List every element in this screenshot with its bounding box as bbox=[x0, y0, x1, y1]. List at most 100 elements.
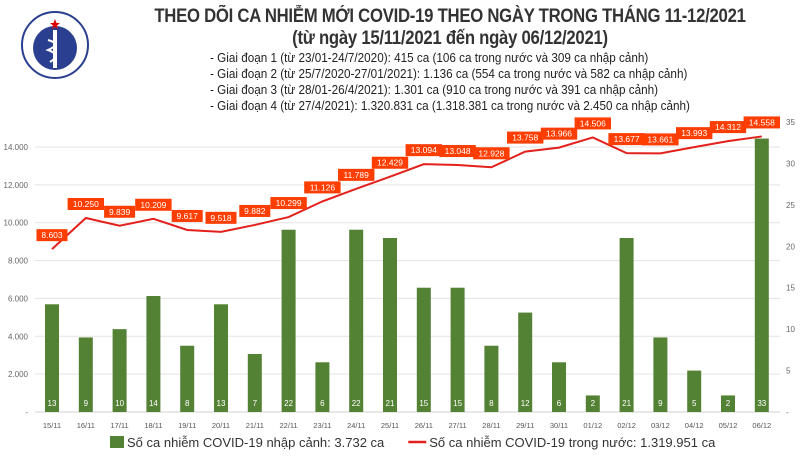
bar-label: 13 bbox=[217, 399, 226, 408]
bar-label: 15 bbox=[419, 399, 428, 408]
x-axis-tick: 16/11 bbox=[77, 421, 95, 430]
line-label-box bbox=[135, 198, 172, 211]
right-axis-tick: - bbox=[786, 408, 789, 417]
x-axis-tick: 24/11 bbox=[347, 421, 365, 430]
bar-label: 5 bbox=[692, 399, 697, 408]
legend-label-bar: Số ca nhiễm COVID-19 nhập cảnh: 3.732 ca bbox=[127, 435, 385, 450]
bar bbox=[754, 138, 769, 413]
x-axis-tick: 04/12 bbox=[685, 421, 704, 430]
bar bbox=[247, 354, 262, 412]
bar bbox=[349, 229, 364, 412]
line-label: 9.617 bbox=[177, 211, 199, 221]
bar-label: 15 bbox=[453, 399, 462, 408]
bar bbox=[315, 362, 330, 412]
right-axis-tick: 20 bbox=[786, 242, 795, 251]
bar-label: 33 bbox=[757, 399, 766, 408]
bar-label: 8 bbox=[185, 399, 190, 408]
line-label: 14.506 bbox=[580, 118, 606, 128]
phase-note: - Giai đoạn 4 (từ 27/4/2021): 1.320.831 … bbox=[210, 98, 690, 113]
right-axis-tick: 25 bbox=[786, 201, 795, 210]
line-label: 13.677 bbox=[614, 134, 640, 144]
bar bbox=[687, 370, 702, 412]
bar bbox=[112, 329, 127, 412]
ministry-logo bbox=[21, 11, 89, 79]
x-axis-tick: 23/11 bbox=[313, 421, 331, 430]
bar bbox=[552, 362, 566, 412]
bar bbox=[45, 304, 59, 412]
bar bbox=[653, 337, 668, 412]
line-label-box bbox=[239, 204, 271, 217]
bar bbox=[78, 337, 93, 412]
line-label: 9.839 bbox=[109, 207, 131, 217]
bar-label: 12 bbox=[521, 399, 530, 408]
left-axis-tick: 6.000 bbox=[8, 294, 29, 303]
line-label-box bbox=[439, 145, 476, 158]
line-label-box bbox=[205, 211, 237, 224]
bar-label: 22 bbox=[284, 399, 293, 408]
line-label-box bbox=[507, 131, 544, 144]
line-label-box bbox=[171, 209, 203, 222]
left-axis-tick: 2.000 bbox=[8, 370, 29, 379]
line-label: 8.603 bbox=[41, 230, 63, 240]
bar-label: 9 bbox=[658, 399, 663, 408]
bar-label: 14 bbox=[149, 399, 158, 408]
right-axis-tick: 5 bbox=[786, 367, 791, 376]
line-label: 11.126 bbox=[310, 182, 336, 192]
line-label: 9.518 bbox=[210, 213, 232, 223]
line-label-box bbox=[104, 205, 136, 218]
bar-label: 6 bbox=[320, 399, 325, 408]
bar bbox=[214, 304, 228, 412]
bar bbox=[585, 395, 600, 412]
x-axis-tick: 26/11 bbox=[415, 421, 433, 430]
line-label-box bbox=[642, 133, 679, 146]
line-label: 13.993 bbox=[681, 128, 707, 138]
x-axis-tick: 18/11 bbox=[144, 421, 162, 430]
x-axis-tick: 21/11 bbox=[246, 421, 264, 430]
left-axis-tick: 14.000 bbox=[4, 143, 29, 152]
line-label-box bbox=[709, 121, 747, 134]
line-label: 12.928 bbox=[478, 148, 504, 158]
line-label-box bbox=[338, 168, 375, 181]
line-label-box bbox=[304, 181, 341, 194]
line-label: 13.094 bbox=[411, 145, 437, 155]
x-axis-tick: 03/12 bbox=[651, 421, 670, 430]
right-axis-tick: 35 bbox=[786, 118, 795, 127]
bar bbox=[281, 229, 296, 412]
x-axis-tick: 01/12 bbox=[583, 421, 602, 430]
bar-label: 9 bbox=[84, 399, 89, 408]
bar bbox=[518, 312, 533, 412]
bar-label: 22 bbox=[352, 399, 361, 408]
x-axis-tick: 05/12 bbox=[719, 421, 738, 430]
x-axis-tick: 19/11 bbox=[178, 421, 196, 430]
left-axis-tick: 8.000 bbox=[8, 257, 29, 266]
x-axis-tick: 30/11 bbox=[550, 421, 568, 430]
x-axis-tick: 28/11 bbox=[482, 421, 500, 430]
line-label: 10.209 bbox=[140, 200, 166, 210]
phase-note: - Giai đoạn 1 (từ 23/01-24/7/2020): 415 … bbox=[210, 50, 649, 65]
x-axis-tick: 15/11 bbox=[43, 421, 61, 430]
line-label: 10.250 bbox=[73, 199, 99, 209]
line-label: 11.789 bbox=[344, 170, 370, 180]
bar bbox=[180, 345, 195, 412]
bar bbox=[619, 238, 634, 412]
bar-label: 13 bbox=[48, 399, 57, 408]
left-axis-tick: 10.000 bbox=[4, 219, 29, 228]
bar-label: 8 bbox=[489, 399, 494, 408]
legend-label-line: Số ca nhiễm COVID-19 trong nước: 1.319.9… bbox=[429, 435, 716, 450]
line-label-box bbox=[371, 156, 409, 169]
x-axis-tick: 25/11 bbox=[381, 421, 399, 430]
line-label-box bbox=[540, 127, 578, 140]
line-label-box bbox=[67, 197, 104, 210]
bar-label: 10 bbox=[115, 399, 124, 408]
line-label-box bbox=[743, 116, 780, 129]
bar-label: 2 bbox=[591, 399, 596, 408]
line-series bbox=[51, 135, 762, 250]
phase-note: - Giai đoạn 3 (từ 28/01-26/4/2021): 1.30… bbox=[210, 82, 659, 97]
line-label-box bbox=[36, 229, 68, 242]
bar bbox=[721, 395, 735, 412]
line-label-box bbox=[473, 147, 510, 160]
bar bbox=[450, 287, 465, 412]
line-label: 9.882 bbox=[244, 206, 266, 216]
phase-note: - Giai đoạn 2 (từ 25/7/2020-27/01/2021):… bbox=[210, 66, 688, 81]
